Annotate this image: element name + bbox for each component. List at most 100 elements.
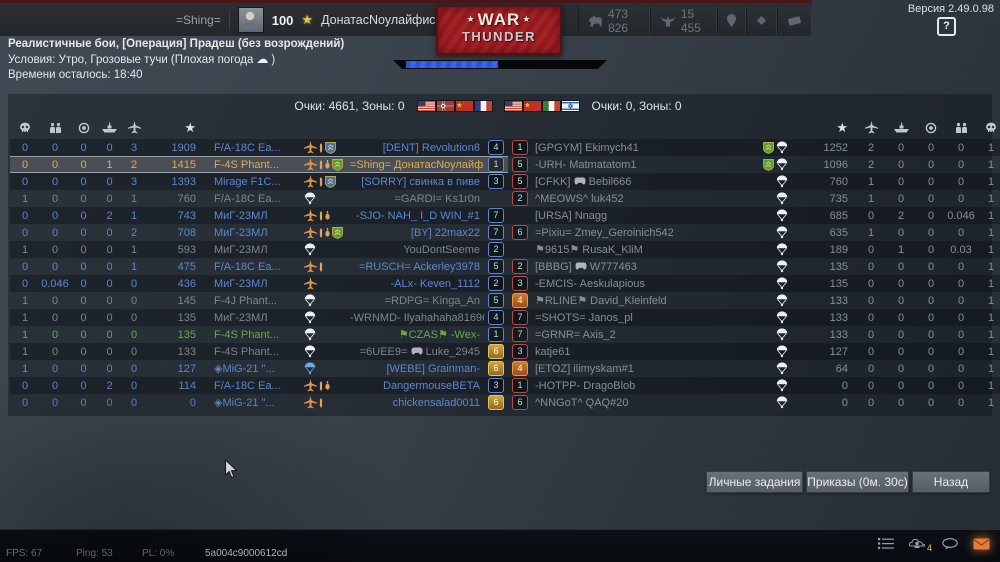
parachute-status-icon (776, 379, 788, 392)
vehicle-cell: МиГ-23МЛ (214, 277, 268, 290)
squad-number-cell: 6 (484, 361, 508, 376)
status-cell (300, 345, 350, 358)
status-cell (300, 192, 350, 205)
player-row[interactable]: 1 0 0 0 0 135 F-4S Phant... ⚑CZAS⚑ -Wex- 1 (10, 326, 508, 343)
player-row[interactable]: 5 [CFKK] Bebil666 760 1 0 0 0 1 (508, 173, 1000, 190)
air-cell: 0 (867, 209, 875, 222)
infantry-cell: 0 (51, 396, 59, 409)
status-cell (300, 277, 350, 290)
player-row[interactable]: 0 0 0 1 2 1415 F-4S Phant... =Shing= ДонатасNоу… (10, 156, 508, 173)
score-cell: 127 (829, 345, 848, 358)
squad-number-badge: 1 (512, 140, 528, 155)
parachute-status-icon (304, 192, 316, 205)
player-row[interactable]: 7 =GRNR= Axis_2 133 0 0 0 0 1 (508, 326, 1000, 343)
parachute-status-icon (304, 328, 316, 341)
score-cell: 0 (841, 396, 848, 409)
parachute-status-icon (776, 209, 788, 222)
aircraft-status-icon (304, 396, 317, 409)
map-pin-icon (727, 14, 736, 27)
parachute-status-icon (776, 141, 788, 154)
vehicle-cell: МиГ-23МЛ (214, 226, 268, 239)
orders-button[interactable]: Приказы (0м. 30с) (806, 471, 909, 493)
player-row[interactable]: 1 [GPGYM] Ekimych41 1252 2 0 0 0 1 (508, 139, 1000, 156)
air-cell: 0 (130, 396, 138, 409)
player-row[interactable]: 5 -URH- Matmatatom1 1096 2 0 0 0 1 (508, 156, 1000, 173)
avatar[interactable] (237, 7, 264, 33)
parachute-status-icon (304, 345, 316, 358)
parachute-status-icon (776, 158, 788, 171)
naval-icon (886, 122, 916, 136)
personal-tasks-button[interactable]: Личные задания (706, 471, 803, 493)
aircraft-icon (122, 121, 146, 137)
player-row[interactable]: 6 ^NNGoT^ QAQ#20 0 0 0 0 0 1 (508, 394, 1000, 411)
player-row[interactable]: 0 0 0 0 1 475 F/A-18C Ea... =RUSCH= Ackerley397… (10, 258, 508, 275)
player-row[interactable]: 2 [BBBG] W777463 135 0 0 0 0 1 (508, 258, 1000, 275)
infantry-cell: 0 (957, 226, 965, 239)
score-cell: 1393 (171, 175, 196, 188)
ground-cell: 0 (927, 158, 935, 171)
squad-number-badge: 2 (512, 259, 528, 274)
score-cell: 475 (177, 260, 196, 273)
clan-tag: [BBBG] (535, 260, 575, 273)
ground-cell: 0 (80, 396, 87, 409)
map-pin-button[interactable] (717, 6, 746, 35)
player-row[interactable]: 0 0 0 2 0 114 F/A-18C Ea... DangermouseBETA 3 (10, 377, 508, 394)
player-row[interactable]: 0 0 0 0 0 0 ◈MiG-21 "... chickensalad0011 6 (10, 394, 508, 411)
player-row[interactable]: ⚑9615⚑ RusaK_KliM 189 0 1 0 0.03 1 (508, 241, 1000, 258)
infantry-cell: 0 (957, 192, 965, 205)
currency-bar: 473 826 15 455 (578, 6, 812, 35)
currency-value: 473 826 (608, 6, 629, 35)
player-row[interactable]: 2 ^MEOWS^ luk452 735 1 0 0 0 1 (508, 190, 1000, 207)
player-row[interactable]: 1 0 0 0 0 127 ◈MiG-21 "... [WEBE] Grainman- 6 (10, 360, 508, 377)
back-button[interactable]: Назад (912, 471, 990, 493)
player-row[interactable]: [URSA] Nnagg 685 0 2 0 0.046 1 (508, 207, 1000, 224)
air-cell: 0 (867, 362, 875, 375)
aircraft-status-icon (304, 141, 317, 154)
player-row[interactable]: 1 0 0 0 0 133 F-4S Phant... =6UEE9= Luke_2945 6 (10, 343, 508, 360)
player-name-cell: ⚑RLINE⚑ David_Kleinfeld (535, 295, 667, 307)
chat-icon[interactable] (942, 537, 958, 550)
currency-item[interactable]: 15 455 (649, 6, 717, 35)
player-row[interactable]: 3 katje61 127 0 0 0 0 1 (508, 343, 1000, 360)
player-row[interactable]: 0 0 0 2 1 743 МиГ-23МЛ -SJO- NAH_ I_D WIN_#1 7 (10, 207, 508, 224)
help-button[interactable]: ? (937, 17, 956, 36)
ground-cell: 0 (80, 277, 87, 290)
air-cell: 1 (130, 243, 138, 256)
logo-war-text: ★ WAR ★ (466, 10, 532, 29)
currency-item[interactable]: 473 826 (578, 6, 650, 35)
player-row[interactable]: 1 0 0 0 0 135 МиГ-23МЛ -WRNMD- Ilyahahaha81696 4 (10, 309, 508, 326)
vehicle-cell: F-4J Phant... (214, 294, 277, 307)
player-row[interactable]: 4 [ETOZ] ilimyskam#1 64 0 0 0 0 1 (508, 360, 1000, 377)
player-row[interactable]: 3 -EMCIS- Aeskulapious 135 0 0 0 0 1 (508, 275, 1000, 292)
level-star-icon: ★ (301, 12, 314, 27)
battle-pass-button[interactable] (777, 6, 812, 35)
player-row[interactable]: 1 -HOTPP- DragoBlob 0 0 0 0 0 1 (508, 377, 1000, 394)
top-bar: =Shing= 100 ★ ДонатасNоулайфис 473 826 15… (0, 0, 812, 55)
infantry-cell: 0 (51, 192, 59, 205)
skull-icon (976, 122, 1000, 137)
player-row[interactable]: 1 0 0 0 1 760 F/A-18C Ea... =GARDI= Ks1r0n (10, 190, 508, 207)
score-cell: 135 (177, 328, 196, 341)
player-row[interactable]: 0 0.046 0 0 0 436 МиГ-23МЛ -ALx- Keven_1112 2 (10, 275, 508, 292)
premium-diamond-button[interactable] (746, 6, 777, 35)
squad-members-icon[interactable]: 4 (908, 537, 932, 553)
player-row[interactable]: 7 =SHOTS= Janos_pl 133 0 0 0 0 1 (508, 309, 1000, 326)
player-row[interactable]: 0 0 0 0 3 1393 Mirage F1C... [SORRY] свинка в п… (10, 173, 508, 190)
mail-icon[interactable] (973, 538, 990, 550)
squad-tag: =Shing= (176, 13, 221, 27)
battle-log-icon[interactable] (878, 537, 894, 550)
player-row[interactable]: 0 0 0 0 2 708 МиГ-23МЛ [BY] 22max22 7 (10, 224, 508, 241)
player-name-cell: YouDontSeeme (403, 243, 480, 256)
italy-flag-icon (541, 100, 561, 112)
air-cell: 0 (867, 396, 875, 409)
infantry-cell: 0.046 (947, 209, 975, 222)
player-row[interactable]: 1 0 0 0 0 145 F-4J Phant... =RDPG= Kinga_An 5 (10, 292, 508, 309)
player-row[interactable]: 0 0 0 0 3 1909 F/A-18C Ea... [DENT] Revolution8… (10, 139, 508, 156)
player-row[interactable]: 4 ⚑RLINE⚑ David_Kleinfeld 133 0 0 0 0 1 (508, 292, 1000, 309)
player-row[interactable]: 1 0 0 0 1 593 МиГ-23МЛ YouDontSeeme 2 (10, 241, 508, 258)
ussr-flag-icon (522, 100, 542, 112)
player-row[interactable]: 6 =Pixiu= Zmey_Geroinich542 635 1 0 0 0 1 (508, 224, 1000, 241)
naval-cell: 0 (106, 396, 113, 409)
mission-info: Реалистичные бои, [Операция] Прадеш (без… (8, 37, 344, 83)
naval-cell: 0 (897, 158, 905, 171)
